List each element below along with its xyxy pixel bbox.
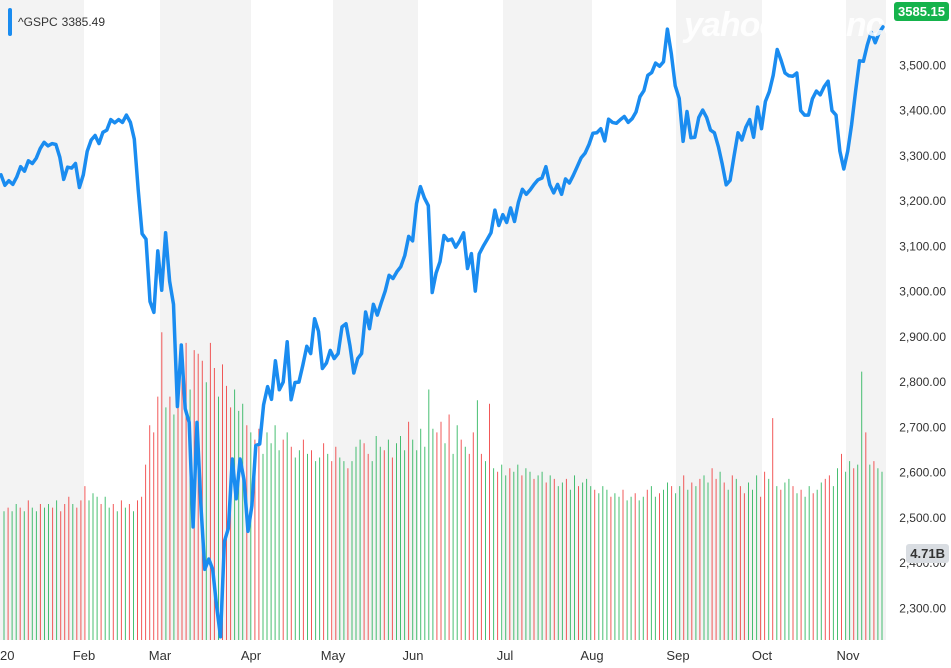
last-price-badge: 3585.15 [894, 2, 949, 21]
month-band [333, 0, 418, 640]
yahoo-finance-watermark: yahoo!finance [684, 6, 902, 44]
price-line-layer [0, 25, 885, 639]
legend-value: 3385.49 [61, 15, 106, 29]
legend[interactable]: ^GSPC 3385.49 [8, 8, 105, 36]
y-tick-label: 2,700.00 [899, 420, 946, 434]
series-swatch [8, 8, 12, 36]
y-tick-label: 3,200.00 [899, 194, 946, 208]
legend-symbol: ^GSPC [18, 15, 58, 29]
volume-badge: 4.71B [906, 544, 949, 563]
y-tick-label: 2,300.00 [899, 601, 946, 615]
y-tick-label: 3,400.00 [899, 104, 946, 118]
y-tick-label: 3,300.00 [899, 149, 946, 163]
x-tick-label: 20 [0, 648, 14, 663]
y-tick-label: 3,000.00 [899, 285, 946, 299]
y-tick-label: 3,100.00 [899, 239, 946, 253]
y-tick-label: 2,900.00 [899, 330, 946, 344]
x-tick-label: Feb [73, 648, 95, 663]
y-axis-labels: 2,300.002,400.002,500.002,600.002,700.00… [899, 58, 946, 615]
y-tick-label: 2,800.00 [899, 375, 946, 389]
month-band [0, 0, 84, 640]
x-tick-label: Mar [149, 648, 172, 663]
x-tick-label: Oct [752, 648, 773, 663]
y-tick-label: 3,500.00 [899, 58, 946, 72]
x-tick-label: Jun [403, 648, 424, 663]
volume-bars [3, 332, 883, 640]
x-tick-label: May [321, 648, 346, 663]
x-axis-labels: 20 Feb Mar Apr May Jun Jul Aug Sep Oct Nov [0, 648, 860, 663]
price-line [0, 25, 885, 639]
month-band [676, 0, 762, 640]
y-tick-label: 2,500.00 [899, 511, 946, 525]
x-tick-label: Aug [580, 648, 603, 663]
x-tick-label: Sep [666, 648, 689, 663]
month-bands [0, 0, 886, 640]
x-tick-label: Nov [836, 648, 860, 663]
x-tick-label: Jul [497, 648, 514, 663]
y-tick-label: 2,600.00 [899, 466, 946, 480]
x-tick-label: Apr [241, 648, 262, 663]
